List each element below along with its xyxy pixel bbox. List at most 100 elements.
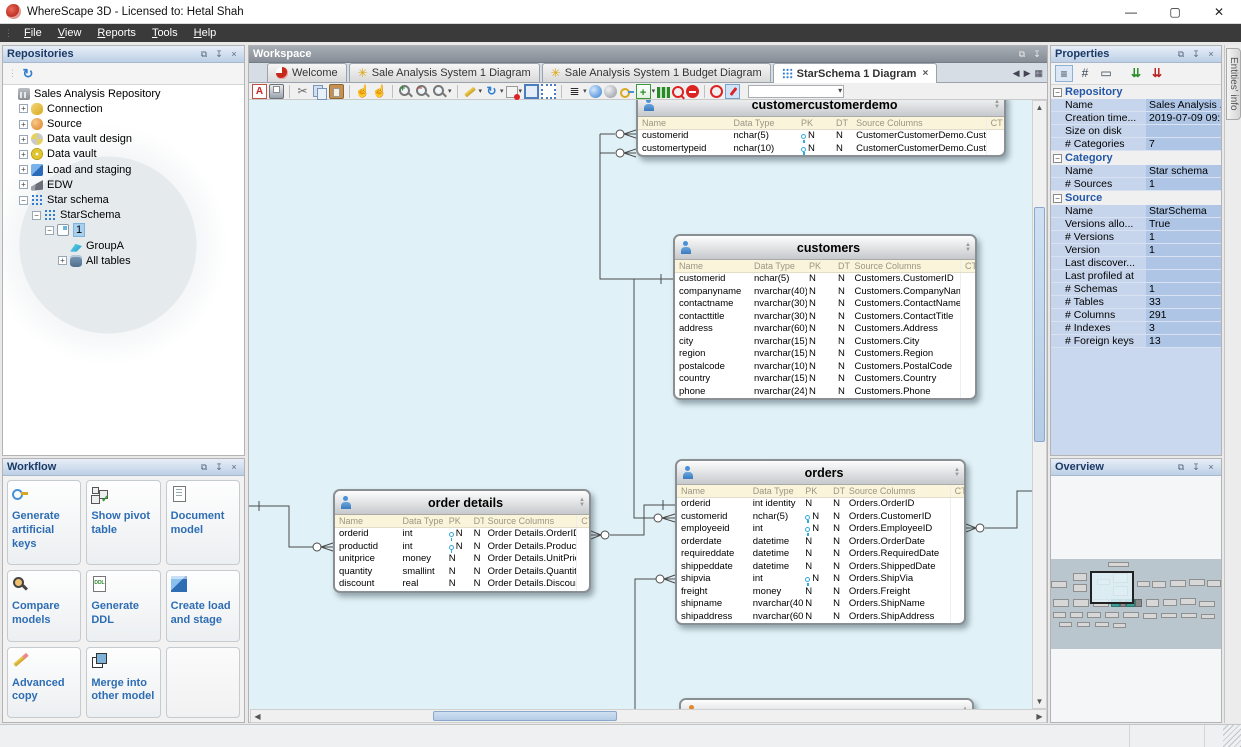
- property-row[interactable]: # Schemas 1: [1051, 283, 1221, 296]
- highlight-ring-icon[interactable]: [710, 84, 724, 98]
- property-section-source[interactable]: − Source: [1051, 191, 1221, 205]
- property-row[interactable]: # Sources 1: [1051, 178, 1221, 191]
- entity-gray-icon[interactable]: [603, 84, 617, 98]
- entity-blue-icon[interactable]: [588, 84, 602, 98]
- workflow-generate-ddl[interactable]: Generate DDL: [86, 570, 161, 642]
- resize-grip[interactable]: [1223, 725, 1241, 747]
- tab-scroll-right-icon[interactable]: ▶: [1023, 68, 1031, 78]
- expander-icon[interactable]: +: [19, 104, 28, 114]
- refresh-button[interactable]: ↻: [22, 65, 34, 81]
- table-partial-bottom[interactable]: ▲▼: [679, 698, 974, 709]
- zoom-in-icon[interactable]: +: [398, 83, 413, 99]
- workflow-advanced-copy[interactable]: Advanced copy: [7, 646, 82, 718]
- table-orders[interactable]: orders ▲ ▼ Name Data Type PK DT Source Columns C…: [675, 459, 966, 625]
- tree-item-groupa[interactable]: GroupA: [3, 239, 244, 252]
- property-section-category[interactable]: − Category: [1051, 151, 1221, 165]
- cut-icon[interactable]: [295, 84, 310, 99]
- minimize-button[interactable]: —: [1125, 4, 1137, 19]
- validate-icon[interactable]: [672, 85, 685, 98]
- tab-scroll-left-icon[interactable]: ◀: [1012, 68, 1020, 78]
- collapse-all-icon[interactable]: ⇊: [1151, 66, 1163, 80]
- workflow-generate-artificial-keys[interactable]: Generate artificial keys: [7, 480, 82, 566]
- property-row[interactable]: Version 1: [1051, 244, 1221, 257]
- connection-orders-orderdetails[interactable]: [590, 500, 675, 540]
- maximize-button[interactable]: ▢: [1169, 4, 1181, 19]
- list-view-icon[interactable]: ≡: [1055, 65, 1073, 82]
- expander-icon[interactable]: +: [19, 165, 28, 175]
- dropdown-arrow-icon[interactable]: ▾: [478, 88, 483, 95]
- scroll-left-icon[interactable]: ◀: [254, 712, 261, 721]
- scroll-arrows-icon[interactable]: ▲▼: [954, 466, 960, 478]
- print-icon[interactable]: [269, 83, 284, 99]
- vertical-scrollbar[interactable]: ▲ ▼: [1032, 100, 1047, 709]
- property-row[interactable]: Last profiled at: [1051, 270, 1221, 283]
- pan-hand-icon[interactable]: [355, 84, 370, 99]
- relationship-route-icon[interactable]: ▾: [505, 85, 523, 100]
- keys-icon[interactable]: [619, 84, 634, 99]
- float-icon[interactable]: ⧉: [200, 48, 208, 59]
- pin-icon[interactable]: ↧: [215, 48, 223, 59]
- float-icon[interactable]: ⧉: [1177, 461, 1185, 472]
- scroll-arrows-icon[interactable]: ▲▼: [579, 496, 585, 508]
- tree-item-1[interactable]: −1: [3, 223, 244, 238]
- vertical-scroll-thumb[interactable]: [1034, 207, 1045, 442]
- property-section-repository[interactable]: − Repository: [1051, 85, 1221, 99]
- diagram-canvas[interactable]: customercustomerdemo ▲ ▼ Name Data Type PK DT S…: [249, 100, 1032, 709]
- property-row[interactable]: Creation time... 2019-07-09 09:...: [1051, 112, 1221, 125]
- expander-icon[interactable]: +: [19, 119, 28, 129]
- tree-item-edw[interactable]: + EDW: [3, 178, 244, 191]
- menu-reports[interactable]: Reports: [97, 27, 136, 39]
- property-row[interactable]: Size on disk: [1051, 125, 1221, 138]
- tab-close-icon[interactable]: ×: [922, 68, 929, 79]
- collapse-icon[interactable]: −: [1053, 153, 1062, 163]
- property-row[interactable]: Name Sales Analysis ...: [1051, 99, 1221, 112]
- hierarchy-view-icon[interactable]: #: [1081, 66, 1089, 80]
- tree-item-all-tables[interactable]: + All tables: [3, 254, 244, 267]
- property-row[interactable]: # Tables 33: [1051, 296, 1221, 309]
- profile-icon[interactable]: [657, 85, 671, 98]
- table-customercustomerdemo[interactable]: customercustomerdemo ▲ ▼ Name Data Type PK DT S…: [636, 100, 1006, 157]
- property-row[interactable]: # Categories 7: [1051, 138, 1221, 151]
- tree-item-data-vault-design[interactable]: + Data vault design: [3, 133, 244, 146]
- expander-icon[interactable]: −: [45, 225, 54, 235]
- scroll-arrows-icon[interactable]: ▲▼: [962, 705, 968, 710]
- close-button[interactable]: ✕: [1213, 4, 1225, 19]
- menu-tools[interactable]: Tools: [151, 27, 178, 39]
- tree-item-source[interactable]: + Source: [3, 118, 244, 131]
- horizontal-scroll-thumb[interactable]: [433, 711, 617, 721]
- expander-icon[interactable]: −: [32, 210, 41, 220]
- property-row[interactable]: # Versions 1: [1051, 231, 1221, 244]
- select-area-icon[interactable]: [524, 83, 540, 99]
- entities-info-tab[interactable]: Entities' info: [1226, 48, 1241, 120]
- connection-customers-orders[interactable]: [633, 279, 676, 523]
- minimap-viewport[interactable]: [1090, 571, 1134, 604]
- pin-icon[interactable]: ↧: [1192, 48, 1200, 59]
- stop-icon[interactable]: [686, 84, 700, 98]
- property-row[interactable]: Versions allo... True: [1051, 218, 1221, 231]
- collapse-icon[interactable]: −: [1053, 193, 1062, 203]
- property-row[interactable]: Name StarSchema: [1051, 205, 1221, 218]
- workflow-merge-into-other-model[interactable]: Merge into other model: [86, 646, 161, 718]
- tab-list-icon[interactable]: ▦: [1034, 68, 1043, 78]
- property-row[interactable]: # Columns 291: [1051, 309, 1221, 322]
- expander-icon[interactable]: +: [19, 149, 28, 159]
- tree-item-connection[interactable]: + Connection: [3, 102, 244, 115]
- menu-help[interactable]: Help: [193, 27, 217, 39]
- pin-icon[interactable]: [725, 83, 741, 99]
- workflow-compare-models[interactable]: Compare models: [7, 570, 82, 642]
- connection-orders-employeeid-right[interactable]: [965, 490, 1032, 533]
- float-icon[interactable]: ⧉: [1177, 48, 1185, 59]
- workflow-document-model[interactable]: Document model: [165, 480, 240, 566]
- workflow-create-load-and-stage[interactable]: Create load and stage: [165, 570, 240, 642]
- dropdown-arrow-icon[interactable]: ▾: [518, 88, 523, 95]
- dropdown-arrow-icon[interactable]: ▾: [448, 88, 452, 95]
- pin-icon[interactable]: ↧: [1033, 48, 1041, 59]
- expander-icon[interactable]: +: [58, 256, 67, 266]
- connection-left-orderdetails-productid[interactable]: [249, 501, 334, 552]
- export-pdf-icon[interactable]: [252, 83, 267, 99]
- diagram-combobox[interactable]: [748, 84, 845, 98]
- copy-icon[interactable]: [312, 84, 327, 100]
- compact-view-icon[interactable]: ▭: [1100, 66, 1112, 80]
- tree-item-sales-analysis-repository[interactable]: Sales Analysis Repository: [3, 87, 244, 100]
- tab-starschema-1-diagram[interactable]: StarSchema 1 Diagram ×: [772, 63, 938, 83]
